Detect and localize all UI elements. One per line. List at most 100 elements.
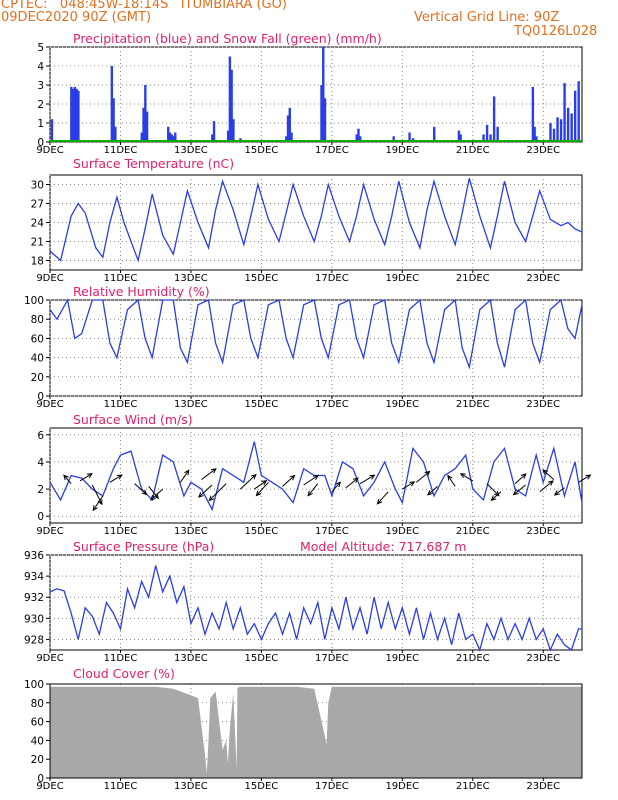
panel-title: Surface Pressure (hPa) <box>73 539 214 554</box>
y-tick-label: 928 <box>24 634 44 646</box>
x-tick-label: 11DEC <box>104 399 138 410</box>
series-line <box>49 441 583 512</box>
wind-arrow-head <box>141 489 148 496</box>
precip-bar <box>226 130 230 142</box>
precip-bar <box>489 134 492 142</box>
series-line <box>49 565 582 652</box>
y-tick-label: 80 <box>31 314 44 326</box>
wind-arrow-head <box>149 495 156 501</box>
wind-arrow <box>92 495 104 511</box>
wind-arrow <box>282 475 295 487</box>
wind-arrow-head <box>261 480 268 486</box>
x-tick-label: 9DEC <box>36 526 63 537</box>
wind-arrow <box>554 487 565 496</box>
panel-frame <box>49 554 583 651</box>
y-tick-label: 4 <box>37 61 44 73</box>
y-tick-label: 40 <box>31 735 44 747</box>
x-tick-label: 9DEC <box>36 653 63 664</box>
precip-bar <box>212 121 216 142</box>
panel-6: 0 20 40 60 80 100 9DEC 11DEC 13DEC 15DEC 17DEC 19DE… <box>24 666 583 792</box>
precip-bar <box>167 126 170 142</box>
wind-arrow-head <box>512 489 519 496</box>
x-tick-label: 13DEC <box>174 273 208 284</box>
x-tick-label: 17DEC <box>315 145 349 156</box>
wind-arrow-head <box>153 493 159 500</box>
x-tick-label: 17DEC <box>315 399 349 410</box>
precip-bar <box>285 136 288 142</box>
panel-title: Cloud Cover (%) <box>73 666 175 681</box>
x-tick-label: 9DEC <box>36 145 63 156</box>
wind-arrow-head <box>447 474 453 481</box>
precip-bar <box>77 90 80 142</box>
wind-arrow <box>209 483 227 501</box>
wind-arrow <box>514 473 527 485</box>
y-tick-label: 930 <box>24 613 44 625</box>
wind-arrow-head <box>313 474 320 480</box>
y-tick-label: 0 <box>37 391 44 403</box>
y-tick-label: 0 <box>37 137 44 149</box>
wind-arrow <box>402 481 415 490</box>
precip-bar <box>50 119 54 142</box>
wind-arrow-head <box>307 490 313 497</box>
precip-bar <box>73 86 77 142</box>
precip-bar <box>496 126 499 142</box>
x-tick-label: 11DEC <box>104 145 138 156</box>
y-tick-label: 2 <box>37 99 44 111</box>
wind-arrow <box>377 491 389 505</box>
wind-arrow-head <box>92 505 98 512</box>
header-model-code: TQ0126L028 <box>514 24 598 39</box>
x-tick-label: 15DEC <box>245 781 279 792</box>
precip-bar <box>549 123 552 142</box>
y-tick-label: 6 <box>37 430 44 442</box>
precip-bar <box>140 132 144 142</box>
x-tick-label: 21DEC <box>456 145 490 156</box>
precip-bar <box>320 85 323 142</box>
x-tick-label: 9DEC <box>36 399 63 410</box>
x-tick-label: 13DEC <box>174 526 208 537</box>
x-tick-label: 21DEC <box>456 399 490 410</box>
precip-bar <box>142 107 145 142</box>
wind-arrow-head <box>520 473 527 479</box>
wind-arrow <box>63 474 72 484</box>
precip-bar <box>570 113 573 142</box>
precip-bar <box>286 115 290 142</box>
wind-arrow-head <box>116 474 123 480</box>
wind-arrow-head <box>427 489 433 496</box>
y-tick-label: 20 <box>31 372 44 384</box>
panel-2: 18 21 24 27 30 9DEC 11DEC 13DEC 15DEC 17DEC 19DEC 2… <box>31 156 583 284</box>
precip-bar <box>170 134 173 142</box>
precip-bar <box>457 130 461 142</box>
x-tick-label: 15DEC <box>245 145 279 156</box>
wind-arrow-head <box>289 474 296 481</box>
panel-4: 0 2 4 6 9DEC 11DEC 13DEC 15DEC 17DEC 19DEC 21DEC 23… <box>36 412 592 537</box>
x-tick-label: 19DEC <box>385 273 419 284</box>
wind-arrow <box>513 484 526 495</box>
precip-bar <box>556 117 559 142</box>
header-line2: 09DEC2020 90Z (GMT) <box>1 10 152 25</box>
x-tick-label: 23DEC <box>526 526 560 537</box>
wind-arrow-head <box>63 474 69 481</box>
precip-bar <box>211 134 214 142</box>
wind-arrow <box>307 483 319 496</box>
wind-arrow-head <box>255 490 262 497</box>
precip-bar <box>230 69 233 142</box>
precip-bar <box>357 128 360 142</box>
y-tick-label: 40 <box>31 353 44 365</box>
x-tick-label: 11DEC <box>104 526 138 537</box>
wind-arrow-head <box>493 490 500 497</box>
precip-bar <box>533 126 536 142</box>
y-tick-label: 60 <box>31 333 44 345</box>
wind-arrow <box>254 480 267 490</box>
y-tick-label: 934 <box>24 571 44 583</box>
precip-bar <box>75 88 78 142</box>
wind-arrow-head <box>369 474 376 480</box>
precip-bar <box>323 98 327 142</box>
x-tick-label: 17DEC <box>315 781 349 792</box>
y-tick-label: 21 <box>31 237 44 249</box>
wind-arrow-head <box>409 481 416 487</box>
wind-arrow <box>179 469 190 483</box>
wind-arrow <box>148 486 159 499</box>
wind-arrow <box>303 474 319 486</box>
precip-bar <box>71 88 75 142</box>
x-tick-label: 17DEC <box>315 273 349 284</box>
